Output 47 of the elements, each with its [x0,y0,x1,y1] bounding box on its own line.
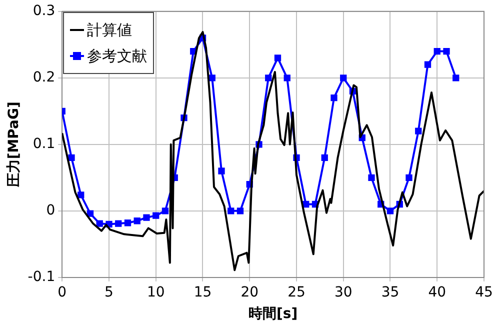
x-tick-label: 0 [58,284,67,300]
point [162,208,169,214]
y-tick-label: 0 [46,202,56,219]
point [340,74,347,82]
legend-label: 計算値 [87,20,132,40]
point [330,94,338,102]
x-tick-label: 5 [104,284,114,300]
point [406,174,412,181]
point [134,218,140,224]
point [452,74,460,82]
point [152,212,160,219]
x-tick-label: 45 [475,284,493,300]
point [274,54,282,62]
x-tick-label: 20 [240,284,259,300]
y-tick-label: 0.1 [32,136,56,152]
y-axis-title: 圧力[MPaG] [6,102,22,188]
x-tick-label: 35 [381,284,400,300]
x-tick-label: 15 [194,284,212,300]
point [236,208,244,214]
point [124,220,132,226]
point [68,154,75,162]
x-tick-label: 40 [428,284,446,300]
point [386,208,394,214]
point [424,61,432,68]
x-tick-label: 10 [146,284,165,300]
point [115,220,122,227]
point [265,74,272,82]
point [415,128,422,134]
x-axis-title: 時間[s] [248,306,298,322]
point [86,210,94,217]
point [434,48,440,55]
point [443,48,450,55]
point [321,154,328,162]
x-tick-label: 30 [334,284,352,300]
point [208,74,216,82]
point [284,74,290,82]
y-tick-label: -0.1 [28,269,56,286]
point [143,214,150,221]
x-tick-label: 25 [288,284,306,300]
legend-label: 参考文献 [87,46,148,66]
point [96,220,103,227]
point [78,192,84,198]
y-tick-label: 0.2 [32,70,56,86]
point [368,174,375,181]
y-tick-label: 0.3 [32,3,56,20]
point [228,208,234,214]
point [218,168,225,174]
